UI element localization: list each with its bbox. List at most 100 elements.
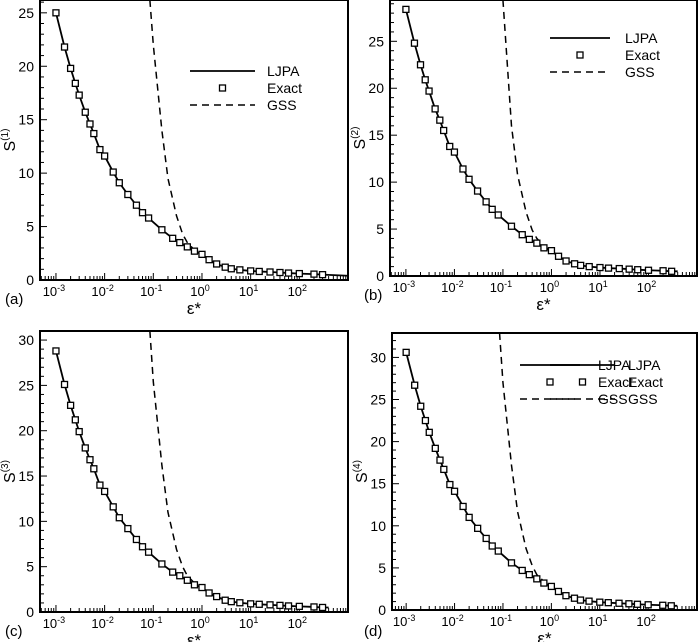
x-tick-label: 10-3 bbox=[393, 613, 415, 629]
exact-marker bbox=[459, 165, 467, 173]
exact-marker bbox=[86, 456, 94, 464]
exact-marker bbox=[465, 513, 473, 522]
exact-marker bbox=[81, 444, 89, 452]
exact-marker bbox=[71, 416, 79, 424]
x-tick-label: 100 bbox=[540, 613, 559, 629]
exact-marker bbox=[183, 243, 191, 251]
exact-marker bbox=[132, 201, 141, 209]
x-tick-label: 100 bbox=[540, 279, 559, 295]
exact-marker bbox=[276, 268, 284, 277]
exact-marker bbox=[66, 401, 75, 409]
series-group bbox=[402, 333, 678, 610]
exact-marker bbox=[570, 594, 579, 602]
x-tick-label: 10-2 bbox=[441, 279, 463, 295]
x-tick-label: 10-1 bbox=[140, 283, 162, 299]
exact-marker bbox=[60, 43, 69, 51]
series-ljpa-line bbox=[55, 12, 348, 277]
exact-marker bbox=[488, 542, 496, 550]
x-tick-label: 102 bbox=[636, 613, 655, 629]
exact-marker bbox=[402, 348, 410, 357]
exact-marker bbox=[247, 600, 255, 608]
x-tick-label: 101 bbox=[239, 615, 258, 631]
exact-marker bbox=[644, 601, 652, 609]
exact-marker bbox=[236, 599, 244, 607]
exact-marker bbox=[90, 465, 98, 473]
exact-marker bbox=[615, 599, 623, 607]
y-tick-label: 15 bbox=[18, 468, 34, 484]
exact-marker bbox=[190, 247, 199, 255]
y-tick-label: 0 bbox=[26, 604, 34, 620]
exact-marker bbox=[81, 108, 89, 116]
exact-marker bbox=[482, 534, 490, 543]
exact-marker bbox=[554, 587, 563, 596]
exact-marker bbox=[410, 39, 419, 47]
exact-marker bbox=[576, 596, 585, 604]
exact-marker bbox=[562, 592, 570, 600]
exact-marker bbox=[295, 269, 303, 278]
y-tick-label: 5 bbox=[26, 219, 34, 235]
exact-marker bbox=[488, 205, 496, 213]
exact-marker bbox=[596, 598, 604, 606]
exact-marker bbox=[310, 270, 318, 278]
x-tick-label: 101 bbox=[239, 283, 258, 299]
exact-marker bbox=[205, 589, 213, 597]
exact-marker bbox=[525, 570, 533, 579]
exact-marker bbox=[90, 129, 98, 138]
exact-marker bbox=[144, 214, 153, 222]
y-tick-label: 20 bbox=[18, 423, 34, 439]
exact-marker bbox=[518, 566, 526, 575]
exact-marker bbox=[450, 148, 459, 156]
exact-marker bbox=[109, 168, 117, 176]
exact-marker bbox=[75, 91, 83, 99]
exact-marker bbox=[507, 222, 516, 230]
exact-marker bbox=[115, 514, 123, 522]
exact-marker bbox=[540, 244, 548, 252]
exact-marker bbox=[604, 264, 613, 272]
exact-marker bbox=[138, 543, 147, 551]
y-tick-label: 0 bbox=[26, 272, 34, 288]
exact-marker bbox=[440, 465, 448, 474]
exact-marker bbox=[604, 599, 612, 607]
exact-marker bbox=[318, 271, 327, 279]
exact-marker bbox=[425, 428, 433, 436]
y-tick-label: 15 bbox=[18, 112, 34, 128]
exact-marker bbox=[416, 61, 425, 69]
series-gss-line bbox=[498, 333, 567, 597]
legend-exact-swatch bbox=[576, 51, 584, 59]
exact-marker bbox=[425, 87, 433, 95]
exact-marker bbox=[60, 380, 69, 389]
exact-marker bbox=[459, 502, 467, 511]
y-tick-label: 10 bbox=[18, 165, 34, 181]
legend-gss-label: GSS bbox=[267, 97, 297, 113]
exact-marker bbox=[158, 560, 166, 568]
y-tick-label: 0 bbox=[378, 602, 386, 618]
exact-marker bbox=[276, 601, 284, 610]
exact-marker bbox=[124, 524, 132, 533]
panel-label: (b) bbox=[364, 287, 382, 304]
x-axis-label: ε* bbox=[187, 631, 202, 642]
y-tick-label: 20 bbox=[370, 434, 386, 450]
exact-marker bbox=[169, 568, 177, 576]
panel-label: (a) bbox=[5, 291, 23, 308]
exact-marker bbox=[212, 260, 221, 268]
panel-a: 10-3 10-2 10-1 100 101 102 0 5 10 15 20 25 ε* S(1) (a)… bbox=[0, 0, 349, 318]
legend-exact-swatch bbox=[578, 378, 587, 386]
exact-marker bbox=[596, 263, 604, 272]
exact-marker bbox=[625, 265, 633, 273]
exact-marker bbox=[295, 602, 303, 611]
exact-marker bbox=[436, 116, 444, 124]
x-axis-label: ε* bbox=[537, 629, 552, 642]
exact-marker bbox=[205, 256, 213, 264]
legend-exact-label: Exact bbox=[628, 374, 663, 390]
exact-marker bbox=[625, 600, 633, 608]
y-tick-label: 15 bbox=[368, 127, 384, 143]
exact-marker bbox=[473, 187, 482, 195]
panel-b: 10-3 10-2 10-1 100 101 102 0 5 10 15 20 25 ε* S(2) (b)… bbox=[350, 0, 698, 314]
x-tick-label: 10-2 bbox=[441, 613, 463, 629]
x-tick-label: 102 bbox=[637, 279, 656, 295]
x-tick-label: 10-3 bbox=[43, 283, 65, 299]
exact-marker bbox=[75, 427, 83, 436]
legend-ljpa-label: LJPA bbox=[628, 357, 661, 373]
